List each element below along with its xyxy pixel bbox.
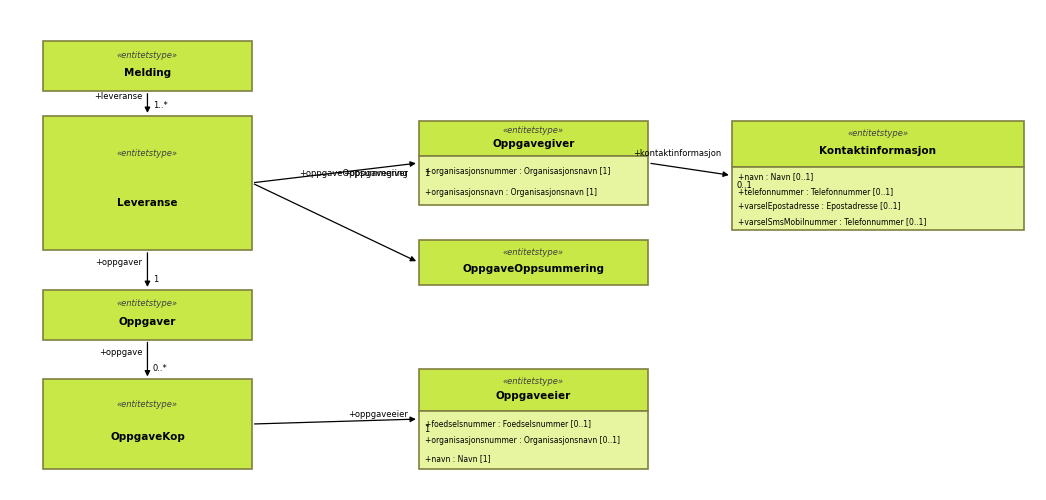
Text: +varselSmsMobilnummer : Telefonnummer [0..1]: +varselSmsMobilnummer : Telefonnummer [0… <box>737 217 927 226</box>
Text: Kontaktinformasjon: Kontaktinformasjon <box>819 146 936 156</box>
Text: Leveranse: Leveranse <box>117 198 178 208</box>
Text: «entitetstype»: «entitetstype» <box>117 400 178 409</box>
Text: «entitetstype»: «entitetstype» <box>117 149 178 158</box>
Text: 1: 1 <box>424 425 429 434</box>
Text: +oppgaveOppsummering: +oppgaveOppsummering <box>299 169 408 178</box>
Text: +oppgave: +oppgave <box>98 348 142 357</box>
Text: +oppgaveeier: +oppgaveeier <box>348 410 408 419</box>
Text: +oppgaver: +oppgaver <box>95 258 142 268</box>
Text: 0..*: 0..* <box>153 364 167 374</box>
Bar <box>43 41 252 91</box>
Text: +telefonnummer : Telefonnummer [0..1]: +telefonnummer : Telefonnummer [0..1] <box>737 187 893 196</box>
Text: OppgaveOppsummering: OppgaveOppsummering <box>462 264 605 274</box>
Bar <box>43 116 252 250</box>
Text: «entitetstype»: «entitetstype» <box>503 376 564 386</box>
Bar <box>418 240 649 285</box>
Text: «entitetstype»: «entitetstype» <box>503 248 564 257</box>
Text: +oppgavegiver: +oppgavegiver <box>343 169 408 178</box>
Text: 1..*: 1..* <box>153 101 167 110</box>
Text: Oppgavegiver: Oppgavegiver <box>493 139 574 149</box>
Text: +leveranse: +leveranse <box>94 92 142 101</box>
Text: +foedselsnummer : Foedselsnummer [0..1]: +foedselsnummer : Foedselsnummer [0..1] <box>425 419 591 428</box>
Bar <box>418 120 649 156</box>
Text: +kontaktinformasjon: +kontaktinformasjon <box>633 149 721 158</box>
Text: «entitetstype»: «entitetstype» <box>117 50 178 59</box>
Text: +varselEpostadresse : Epostadresse [0..1]: +varselEpostadresse : Epostadresse [0..1… <box>737 202 901 211</box>
Text: OppgaveKop: OppgaveKop <box>110 432 185 442</box>
Bar <box>418 411 649 469</box>
Text: «entitetstype»: «entitetstype» <box>847 129 908 138</box>
Bar <box>418 370 649 411</box>
Text: +navn : Navn [0..1]: +navn : Navn [0..1] <box>737 172 813 182</box>
Text: Oppgaveeier: Oppgaveeier <box>496 392 571 402</box>
Text: Melding: Melding <box>123 68 170 78</box>
Bar <box>731 166 1024 230</box>
Text: 0..1: 0..1 <box>736 182 753 190</box>
Text: 1: 1 <box>153 275 158 284</box>
Text: «entitetstype»: «entitetstype» <box>503 126 564 135</box>
Text: Oppgaver: Oppgaver <box>119 317 176 327</box>
Bar <box>731 120 1024 166</box>
Text: 1: 1 <box>424 169 429 178</box>
Bar <box>43 380 252 469</box>
Text: +organisasjonsnavn : Organisasjonsnavn [1]: +organisasjonsnavn : Organisasjonsnavn [… <box>425 188 597 197</box>
Text: «entitetstype»: «entitetstype» <box>117 299 178 308</box>
Bar <box>43 290 252 340</box>
Text: +navn : Navn [1]: +navn : Navn [1] <box>425 454 491 463</box>
Text: +organisasjonsnummer : Organisasjonsnavn [0..1]: +organisasjonsnummer : Organisasjonsnavn… <box>425 436 620 446</box>
Bar <box>418 156 649 205</box>
Text: +organisasjonsnummer : Organisasjonsnavn [1]: +organisasjonsnummer : Organisasjonsnavn… <box>425 166 610 175</box>
